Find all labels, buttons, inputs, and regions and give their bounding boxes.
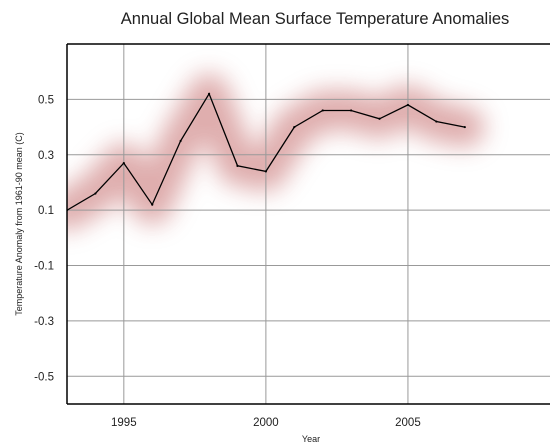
data-point-1997 [179, 139, 182, 143]
data-point-2007 [463, 125, 466, 129]
x-tick-labels: 1995 2000 2005 [111, 417, 421, 429]
x-tick-label: 2005 [395, 417, 421, 429]
y-tick-label: 0.5 [38, 94, 54, 106]
data-point-2005 [406, 103, 410, 107]
data-point-1996 [151, 203, 154, 206]
data-point-1994 [94, 192, 97, 195]
y-tick-label: -0.1 [34, 261, 54, 273]
y-axis-label: Temperature Anomaly from 1961-90 mean (C… [14, 132, 24, 316]
x-tick-label: 2000 [253, 417, 279, 429]
chart-title: Annual Global Mean Surface Temperature A… [121, 10, 510, 28]
data-point-1998 [207, 92, 211, 95]
x-axis-label: Year [302, 434, 320, 444]
y-tick-label: 0.1 [38, 205, 54, 217]
y-tick-label: -0.3 [34, 316, 54, 328]
data-point-1999 [236, 164, 239, 167]
data-point-2003 [350, 109, 353, 112]
data-point-2004 [378, 117, 381, 120]
y-tick-label: 0.3 [38, 150, 54, 162]
data-point-2001 [293, 125, 296, 129]
y-tick-labels: 0.5 0.3 0.1 -0.1 -0.3 -0.5 [34, 94, 54, 383]
y-tick-label: -0.5 [34, 371, 54, 383]
data-point-1995 [122, 161, 125, 165]
grid [67, 44, 550, 404]
data-point-2002 [321, 109, 324, 112]
x-tick-label: 1995 [111, 417, 137, 429]
data-point-2000 [264, 170, 267, 173]
data-point-2006 [435, 120, 438, 123]
